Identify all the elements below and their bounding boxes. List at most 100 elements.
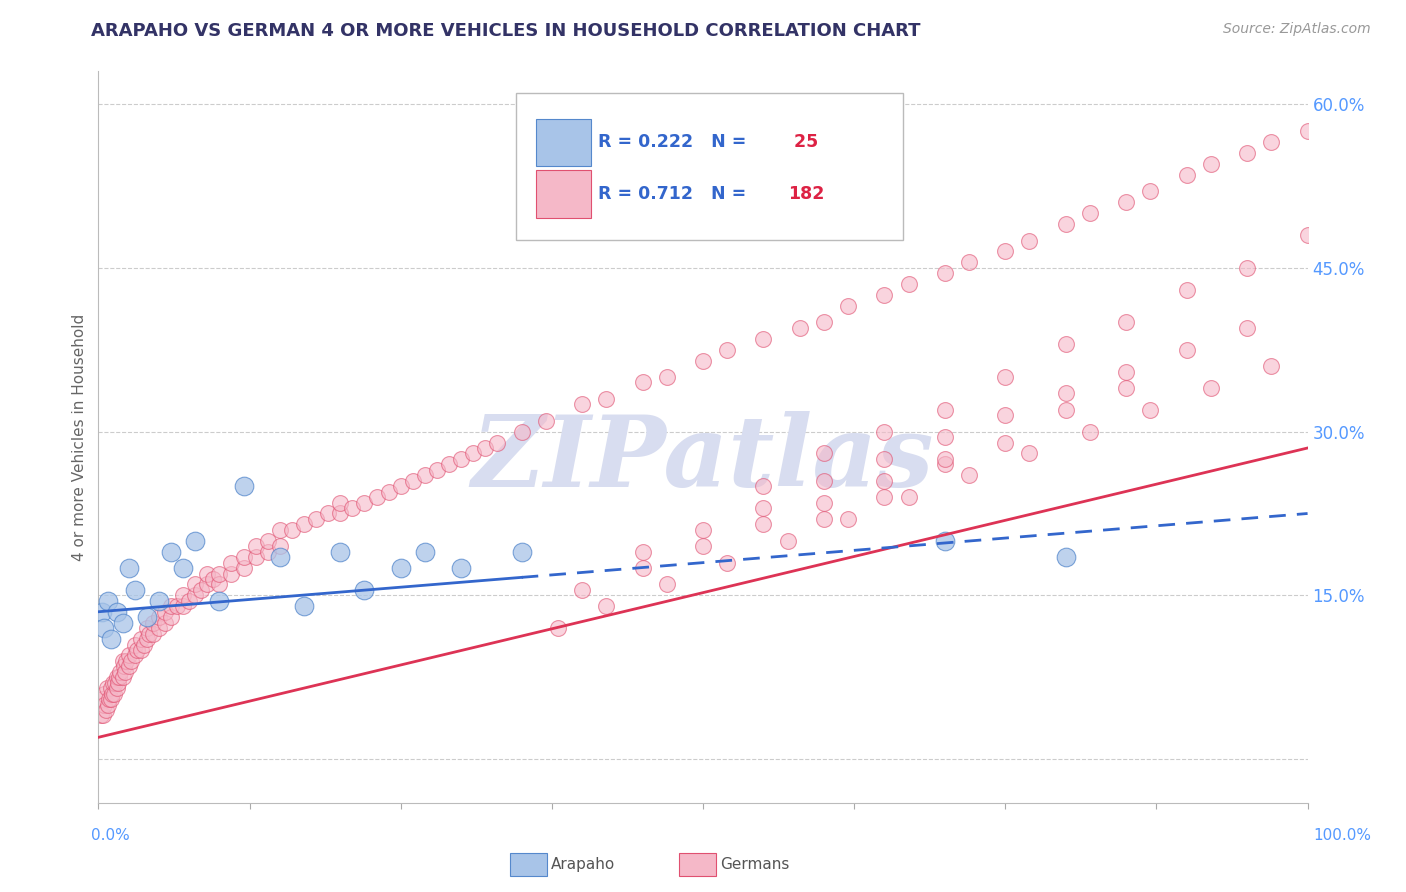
Point xyxy=(1296,228,1319,243)
Point xyxy=(127,643,149,657)
Point xyxy=(655,577,678,591)
Point xyxy=(107,675,129,690)
Point xyxy=(104,675,127,690)
Point xyxy=(957,468,980,483)
Point xyxy=(752,332,775,346)
Point xyxy=(142,615,165,630)
Point xyxy=(897,490,920,504)
Point xyxy=(873,490,896,504)
Point xyxy=(934,451,956,466)
Point xyxy=(1296,124,1319,138)
Point xyxy=(353,582,375,597)
Point xyxy=(111,670,134,684)
Point xyxy=(873,451,896,466)
Point xyxy=(245,539,267,553)
Point xyxy=(120,654,142,668)
Point xyxy=(100,687,122,701)
Point xyxy=(934,533,956,548)
Point xyxy=(1115,381,1137,395)
Point xyxy=(221,556,243,570)
Point xyxy=(474,441,496,455)
Point xyxy=(124,648,146,663)
Point xyxy=(256,545,278,559)
Point xyxy=(329,545,352,559)
Point xyxy=(994,435,1017,450)
Point xyxy=(716,556,738,570)
Point xyxy=(115,654,138,668)
Point xyxy=(108,665,131,679)
Text: 0.0%: 0.0% xyxy=(91,828,131,843)
Point xyxy=(232,550,254,565)
Point xyxy=(377,484,399,499)
Point xyxy=(1078,425,1101,439)
Point xyxy=(655,370,678,384)
Point xyxy=(1054,217,1077,231)
Point xyxy=(134,638,156,652)
Point xyxy=(402,474,425,488)
Point xyxy=(269,550,291,565)
FancyBboxPatch shape xyxy=(536,170,591,218)
Point xyxy=(208,566,231,581)
Point xyxy=(692,523,714,537)
Point xyxy=(837,512,859,526)
Point xyxy=(1175,343,1198,357)
Point xyxy=(305,512,328,526)
Point xyxy=(93,687,115,701)
Point xyxy=(138,626,160,640)
Point xyxy=(100,681,122,695)
Point xyxy=(1236,321,1258,335)
Point xyxy=(148,610,170,624)
Point xyxy=(101,675,124,690)
Point xyxy=(118,561,141,575)
FancyBboxPatch shape xyxy=(516,94,903,240)
Point xyxy=(232,561,254,575)
Point xyxy=(245,550,267,565)
Point xyxy=(179,594,201,608)
Point xyxy=(184,577,207,591)
Point xyxy=(595,392,617,406)
Point xyxy=(166,599,188,614)
Point xyxy=(957,255,980,269)
Point xyxy=(153,615,176,630)
Point xyxy=(994,409,1017,423)
Point xyxy=(934,402,956,417)
Point xyxy=(450,561,472,575)
Y-axis label: 4 or more Vehicles in Household: 4 or more Vehicles in Household xyxy=(72,313,87,561)
Point xyxy=(160,545,183,559)
Point xyxy=(1260,136,1282,150)
Point xyxy=(94,703,117,717)
Point xyxy=(153,605,176,619)
Point xyxy=(148,594,170,608)
Point xyxy=(129,643,152,657)
Point xyxy=(292,517,315,532)
Point xyxy=(124,638,146,652)
Point xyxy=(413,468,436,483)
Point xyxy=(195,577,218,591)
Point xyxy=(450,451,472,466)
Point xyxy=(98,692,121,706)
Point xyxy=(124,582,146,597)
Point xyxy=(105,670,128,684)
Point xyxy=(100,632,122,646)
Point xyxy=(752,517,775,532)
Point xyxy=(269,523,291,537)
Point xyxy=(118,659,141,673)
Text: ARAPAHO VS GERMAN 4 OR MORE VEHICLES IN HOUSEHOLD CORRELATION CHART: ARAPAHO VS GERMAN 4 OR MORE VEHICLES IN … xyxy=(91,22,921,40)
Point xyxy=(1054,337,1077,351)
Point xyxy=(195,566,218,581)
Point xyxy=(100,692,122,706)
Point xyxy=(142,626,165,640)
Point xyxy=(1236,260,1258,275)
Point xyxy=(934,458,956,472)
Point xyxy=(1236,146,1258,161)
Point xyxy=(1175,283,1198,297)
Point xyxy=(172,561,194,575)
Text: 25: 25 xyxy=(787,133,818,151)
Point xyxy=(752,479,775,493)
Point xyxy=(135,610,157,624)
Point xyxy=(105,681,128,695)
Point xyxy=(105,605,128,619)
Text: 182: 182 xyxy=(787,186,824,203)
Point xyxy=(486,435,509,450)
Point xyxy=(135,621,157,635)
